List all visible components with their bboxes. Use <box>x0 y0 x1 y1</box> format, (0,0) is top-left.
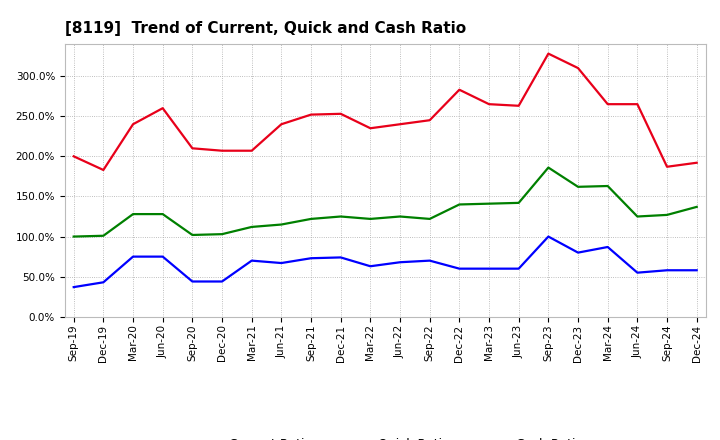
Quick Ratio <box>485 201 493 206</box>
Cash Ratio <box>248 258 256 263</box>
Current Ratio <box>544 51 553 56</box>
Quick Ratio <box>514 200 523 205</box>
Line: Cash Ratio: Cash Ratio <box>73 237 697 287</box>
Quick Ratio <box>633 214 642 219</box>
Cash Ratio <box>277 260 286 266</box>
Current Ratio <box>307 112 315 117</box>
Quick Ratio <box>426 216 434 222</box>
Legend: Current Ratio, Quick Ratio, Cash Ratio: Current Ratio, Quick Ratio, Cash Ratio <box>187 438 583 440</box>
Quick Ratio <box>99 233 108 238</box>
Current Ratio <box>426 117 434 123</box>
Quick Ratio <box>693 204 701 209</box>
Cash Ratio <box>544 234 553 239</box>
Quick Ratio <box>248 224 256 230</box>
Cash Ratio <box>603 244 612 249</box>
Quick Ratio <box>129 212 138 217</box>
Cash Ratio <box>693 268 701 273</box>
Quick Ratio <box>544 165 553 170</box>
Cash Ratio <box>662 268 671 273</box>
Current Ratio <box>633 102 642 107</box>
Current Ratio <box>396 121 405 127</box>
Current Ratio <box>366 125 374 131</box>
Quick Ratio <box>69 234 78 239</box>
Quick Ratio <box>603 183 612 189</box>
Current Ratio <box>129 121 138 127</box>
Cash Ratio <box>129 254 138 259</box>
Current Ratio <box>603 102 612 107</box>
Cash Ratio <box>99 280 108 285</box>
Text: [8119]  Trend of Current, Quick and Cash Ratio: [8119] Trend of Current, Quick and Cash … <box>65 21 466 36</box>
Current Ratio <box>248 148 256 154</box>
Cash Ratio <box>633 270 642 275</box>
Quick Ratio <box>336 214 345 219</box>
Current Ratio <box>69 154 78 159</box>
Current Ratio <box>99 167 108 172</box>
Quick Ratio <box>455 202 464 207</box>
Cash Ratio <box>455 266 464 271</box>
Current Ratio <box>158 106 167 111</box>
Cash Ratio <box>396 260 405 265</box>
Line: Quick Ratio: Quick Ratio <box>73 168 697 237</box>
Current Ratio <box>188 146 197 151</box>
Quick Ratio <box>158 212 167 217</box>
Current Ratio <box>574 66 582 71</box>
Current Ratio <box>455 87 464 92</box>
Current Ratio <box>485 102 493 107</box>
Quick Ratio <box>574 184 582 190</box>
Line: Current Ratio: Current Ratio <box>73 54 697 170</box>
Cash Ratio <box>514 266 523 271</box>
Current Ratio <box>336 111 345 117</box>
Current Ratio <box>217 148 226 154</box>
Cash Ratio <box>217 279 226 284</box>
Cash Ratio <box>307 256 315 261</box>
Quick Ratio <box>188 232 197 238</box>
Cash Ratio <box>188 279 197 284</box>
Cash Ratio <box>574 250 582 255</box>
Current Ratio <box>693 160 701 165</box>
Current Ratio <box>662 164 671 169</box>
Cash Ratio <box>69 285 78 290</box>
Cash Ratio <box>485 266 493 271</box>
Cash Ratio <box>336 255 345 260</box>
Quick Ratio <box>662 212 671 217</box>
Cash Ratio <box>158 254 167 259</box>
Quick Ratio <box>277 222 286 227</box>
Quick Ratio <box>396 214 405 219</box>
Quick Ratio <box>366 216 374 222</box>
Quick Ratio <box>217 231 226 237</box>
Quick Ratio <box>307 216 315 222</box>
Cash Ratio <box>366 264 374 269</box>
Cash Ratio <box>426 258 434 263</box>
Current Ratio <box>514 103 523 108</box>
Current Ratio <box>277 121 286 127</box>
